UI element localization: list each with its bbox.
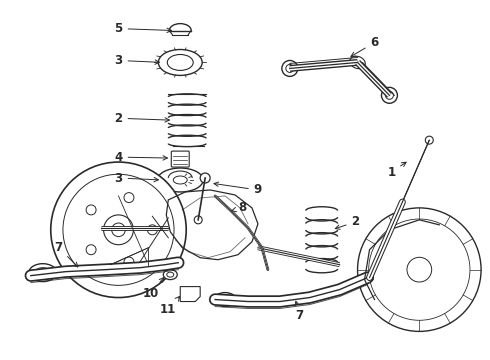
- Ellipse shape: [163, 270, 177, 280]
- Text: 4: 4: [114, 150, 168, 163]
- Text: 6: 6: [351, 36, 379, 57]
- Circle shape: [200, 173, 210, 183]
- Text: 7: 7: [295, 301, 304, 322]
- Circle shape: [358, 208, 481, 332]
- Text: 11: 11: [160, 297, 180, 316]
- Text: 7: 7: [55, 241, 78, 267]
- Circle shape: [425, 136, 433, 144]
- Text: 5: 5: [114, 22, 172, 35]
- Circle shape: [382, 87, 397, 103]
- Ellipse shape: [214, 293, 236, 306]
- Circle shape: [51, 162, 186, 298]
- Text: 10: 10: [142, 278, 164, 300]
- Circle shape: [194, 216, 202, 224]
- Circle shape: [282, 60, 298, 76]
- Text: 8: 8: [232, 201, 246, 215]
- Text: 2: 2: [115, 112, 170, 125]
- FancyBboxPatch shape: [172, 151, 189, 167]
- Ellipse shape: [350, 56, 366, 69]
- Ellipse shape: [29, 264, 57, 282]
- Text: 9: 9: [214, 182, 262, 197]
- Text: 2: 2: [335, 215, 360, 229]
- Circle shape: [366, 274, 373, 282]
- Text: 3: 3: [115, 171, 158, 185]
- Text: 1: 1: [388, 162, 406, 179]
- Text: 3: 3: [115, 54, 159, 67]
